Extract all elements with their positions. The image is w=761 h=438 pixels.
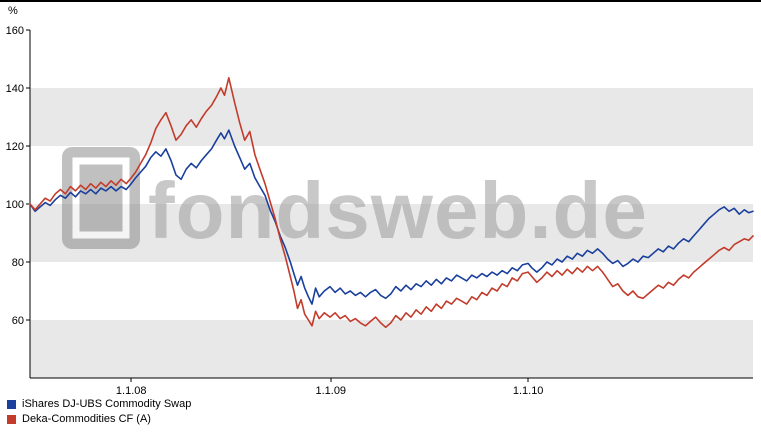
legend-item-deka: Deka-Commodities CF (A): [7, 413, 191, 426]
legend: iShares DJ-UBS Commodity Swap Deka-Commo…: [7, 398, 191, 426]
y-tick-label: 160: [6, 25, 24, 37]
watermark-text: fondsweb.de: [148, 166, 648, 255]
watermark-logo: [62, 147, 140, 249]
watermark: fondsweb.de: [62, 147, 648, 255]
y-tick-label: 120: [6, 141, 24, 153]
plot-band: [30, 88, 753, 146]
y-tick-label: 140: [6, 83, 24, 95]
legend-item-ishares: iShares DJ-UBS Commodity Swap: [7, 398, 191, 411]
x-tick-label: 1.1.10: [513, 385, 544, 397]
legend-label-deka: Deka-Commodities CF (A): [22, 413, 151, 425]
legend-label-ishares: iShares DJ-UBS Commodity Swap: [22, 398, 192, 410]
plot-band: [30, 204, 753, 262]
plot-band: [30, 320, 753, 378]
blue-series-line: [29, 129, 754, 305]
x-tick-label: 1.1.09: [315, 385, 346, 397]
red-series-line: [29, 77, 754, 329]
x-tick-label: 1.1.08: [116, 385, 147, 397]
y-tick-label: 60: [12, 315, 24, 327]
watermark-logo-inner: [72, 157, 130, 239]
y-axis-unit-label: %: [8, 5, 18, 17]
red-series-swatch: [7, 415, 16, 424]
top-border: [0, 0, 761, 2]
y-tick-label: 80: [12, 257, 24, 269]
y-tick-label: 100: [6, 199, 24, 211]
blue-series-swatch: [7, 400, 16, 409]
